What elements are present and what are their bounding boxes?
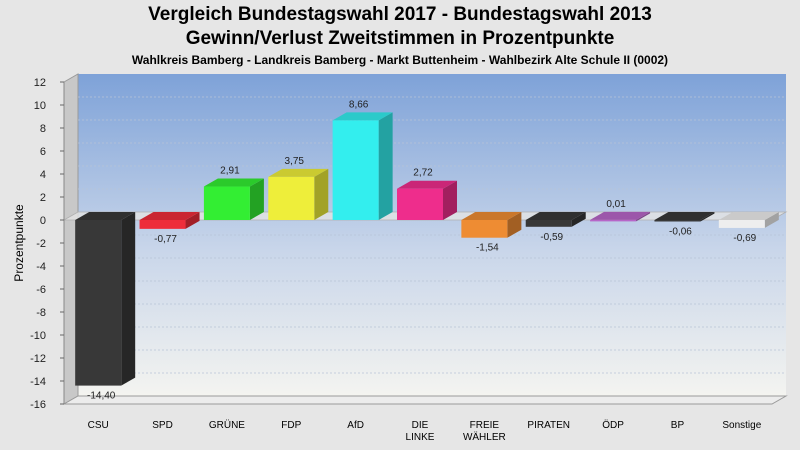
- bar-top: [203, 178, 264, 187]
- data-label: 8,66: [349, 99, 369, 110]
- x-tick-label: BP: [671, 420, 685, 431]
- bar-side: [378, 112, 393, 220]
- bar-top: [268, 168, 329, 177]
- bar-top: [718, 212, 779, 220]
- bar-top: [75, 212, 136, 220]
- bar-side: [249, 178, 264, 220]
- bar: [397, 188, 443, 220]
- bar-top: [461, 212, 522, 220]
- y-tick-label: 6: [40, 146, 46, 158]
- bar-top: [590, 211, 651, 220]
- y-tick-label: -4: [36, 261, 46, 273]
- bar-side: [636, 211, 651, 222]
- data-label: -0,69: [733, 233, 756, 244]
- bar-side: [764, 212, 779, 228]
- x-tick-label: WÄHLER: [463, 431, 506, 443]
- bar-side: [507, 212, 522, 238]
- data-label: 2,72: [413, 168, 433, 179]
- y-tick-label: 2: [40, 192, 46, 204]
- bar-side: [314, 168, 329, 220]
- y-tick-label: 12: [34, 77, 46, 89]
- bar-top: [332, 112, 393, 121]
- y-tick-label: -2: [36, 238, 46, 250]
- y-tick-label: -6: [36, 284, 46, 296]
- data-label: -1,54: [476, 243, 499, 254]
- y-axis-label: Prozentpunkte: [12, 204, 26, 282]
- y-tick-label: -10: [30, 330, 46, 342]
- y-tick-label: -8: [36, 307, 46, 319]
- x-tick-label: Sonstige: [722, 420, 761, 431]
- data-label: 3,75: [285, 156, 305, 167]
- bar-side: [121, 212, 136, 386]
- x-tick-label: PIRATEN: [527, 420, 570, 431]
- bar: [654, 220, 701, 222]
- y-tick-label: -12: [30, 353, 46, 365]
- bar: [525, 220, 572, 227]
- y-tick-label: -16: [30, 399, 46, 411]
- bar: [332, 120, 379, 220]
- bar-side: [443, 180, 457, 220]
- data-label: -0,59: [540, 232, 563, 243]
- bar: [461, 220, 508, 238]
- x-tick-label: SPD: [152, 420, 173, 431]
- bar: [139, 220, 186, 229]
- y-tick-label: 0: [40, 215, 46, 227]
- chart-title-line1: Vergleich Bundestagswahl 2017 - Bundesta…: [148, 4, 652, 25]
- x-tick-label: FDP: [281, 420, 301, 431]
- x-tick-label: DIE: [412, 420, 429, 431]
- x-tick-label: CSU: [88, 420, 109, 431]
- bar-top: [525, 212, 586, 220]
- x-tick-label: LINKE: [406, 432, 435, 443]
- data-label: 0,01: [606, 199, 626, 210]
- bar-side: [700, 212, 715, 222]
- data-label: -14,40: [87, 391, 116, 402]
- chart-subtitle: Wahlkreis Bamberg - Landkreis Bamberg - …: [131, 53, 669, 67]
- bar-top: [654, 212, 715, 220]
- bar: [75, 220, 122, 386]
- plot-floor: [62, 395, 788, 405]
- y-tick-label: 4: [40, 169, 46, 181]
- data-label: 2,91: [220, 166, 240, 177]
- y-tick-label: -14: [30, 376, 46, 388]
- data-label: -0,77: [154, 234, 177, 245]
- x-tick-label: GRÜNE: [209, 419, 245, 431]
- bar: [590, 219, 637, 222]
- y-tick-label: 10: [34, 100, 46, 112]
- data-label: -0,06: [669, 227, 692, 238]
- bar-top: [397, 180, 457, 189]
- bar-side: [185, 212, 200, 229]
- bar: [268, 176, 315, 220]
- bar: [203, 186, 250, 220]
- x-tick-label: AfD: [347, 420, 364, 431]
- bar-side: [571, 212, 586, 227]
- bar-top: [139, 212, 200, 220]
- bar: [718, 220, 765, 228]
- x-tick-label: FREIE: [470, 420, 500, 431]
- y-tick-label: 8: [40, 123, 46, 135]
- x-tick-label: ÖDP: [602, 419, 624, 431]
- chart-title-line2: Gewinn/Verlust Zweitstimmen in Prozentpu…: [185, 28, 615, 49]
